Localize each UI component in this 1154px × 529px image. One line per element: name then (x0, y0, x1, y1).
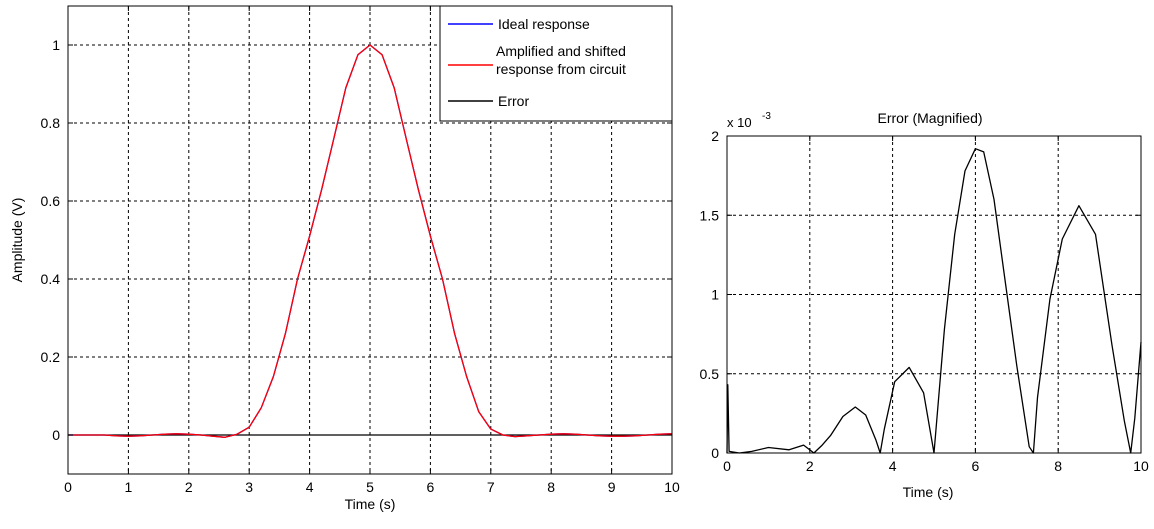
x-tick-label: 2 (806, 458, 814, 474)
legend-label-circuit: Amplified and shifted response from circ… (496, 43, 626, 77)
x-tick-label: 4 (306, 479, 314, 495)
x-tick-label: 8 (1054, 458, 1062, 474)
right-x-axis-label: Time (s) (903, 484, 954, 500)
x-tick-label: 8 (547, 479, 555, 495)
y-tick-label: 0.4 (41, 271, 61, 287)
left-y-axis-label: Amplitude (V) (9, 198, 25, 283)
y-tick-label: 0 (711, 445, 719, 461)
y-tick-label: 0.6 (41, 193, 61, 209)
y-tick-label: 1.5 (700, 207, 720, 223)
right-scale-exponent: -3 (762, 111, 771, 122)
y-tick-label: 1 (52, 37, 60, 53)
x-tick-label: 3 (245, 479, 253, 495)
left-x-axis-label: Time (s) (345, 496, 396, 512)
x-tick-label: 0 (64, 479, 72, 495)
right-scale-label: x 10 (727, 115, 752, 130)
legend-box (439, 5, 673, 122)
l-series-line-1 (68, 44, 673, 438)
legend-label-circuit-wrap: Amplified and shifted response from circ… (496, 43, 626, 77)
y-tick-label: 1 (711, 287, 719, 303)
x-tick-label: 10 (664, 479, 680, 495)
left-tick-group: 0 1 2 3 4 5 6 7 8 9 10 0 0.2 0.4 0.6 0.8 1 (41, 6, 680, 495)
x-tick-label: 0 (723, 458, 731, 474)
x-tick-label: 6 (427, 479, 435, 495)
left-chart: 0 1 2 3 4 5 6 7 8 9 10 0 0.2 0.4 0.6 0.8 1 Time (s) Ampl… (9, 5, 680, 512)
x-tick-label: 6 (972, 458, 980, 474)
right-chart: 0 2 4 6 8 10 0 0.5 1 1.5 2 Error (Magnified) Time … (700, 110, 1149, 500)
legend-label-error: Error (498, 93, 529, 109)
y-tick-label: 0.2 (41, 349, 61, 365)
legend: Ideal response Amplified and shifted res… (439, 5, 673, 122)
x-tick-label: 7 (487, 479, 495, 495)
x-tick-label: 9 (608, 479, 616, 495)
x-tick-label: 10 (1133, 458, 1149, 474)
legend-label-ideal: Ideal response (498, 16, 590, 32)
y-tick-label: 0 (52, 427, 60, 443)
left-grid (68, 6, 672, 474)
right-chart-title: Error (Magnified) (877, 110, 982, 126)
y-tick-label: 0.8 (41, 115, 61, 131)
right-grid (727, 136, 1141, 453)
left-series-group (68, 44, 673, 438)
y-tick-label: 2 (711, 128, 719, 144)
x-tick-label: 5 (366, 479, 374, 495)
x-tick-label: 2 (185, 479, 193, 495)
x-tick-label: 1 (125, 479, 133, 495)
y-tick-label: 0.5 (700, 366, 720, 382)
right-tick-group: 0 2 4 6 8 10 0 0.5 1 1.5 2 (700, 128, 1149, 474)
x-tick-label: 4 (889, 458, 897, 474)
